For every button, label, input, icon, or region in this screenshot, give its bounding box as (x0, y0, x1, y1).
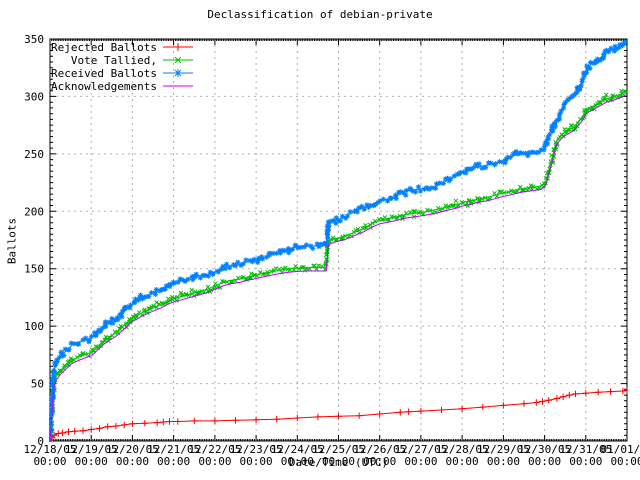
y-tick-label: 350 (24, 33, 44, 46)
x-axis-label: Date/Time (UTC) (288, 456, 389, 469)
x-tick-date: 12/23/05 (230, 443, 283, 456)
x-tick-time: 00:00 (528, 455, 561, 468)
x-tick-time: 00:00 (487, 455, 520, 468)
x-tick-date: 12/19/05 (65, 443, 118, 456)
x-tick-date: 12/25/05 (312, 443, 365, 456)
series-markers-received-ballots (49, 39, 628, 442)
x-tick-date: 12/21/05 (147, 443, 200, 456)
y-axis-label: Ballots (5, 217, 19, 265)
y-tick-label: 0 (37, 435, 44, 448)
x-tick-time: 00:00 (75, 455, 108, 468)
x-tick-date: 12/22/05 (188, 443, 241, 456)
grid-lines (50, 39, 627, 441)
x-tick-date: 12/26/05 (353, 443, 406, 456)
series-markers-vote-tallied (49, 88, 628, 442)
chart-title: Declassification of debian-private (207, 8, 433, 21)
y-tick-label: 250 (24, 148, 44, 161)
y-tick-labels: 0 50 100 150 200 250 300 350 (24, 33, 44, 448)
y-tick-label: 150 (24, 263, 44, 276)
x-tick-labels: 12/18/0500:0012/19/0500:0012/20/0500:001… (24, 443, 640, 468)
x-tick-date: 12/28/05 (436, 443, 489, 456)
y-tick-label: 300 (24, 90, 44, 103)
y-tick-label: 50 (31, 378, 44, 391)
x-tick-time: 00:00 (404, 455, 437, 468)
legend-label: Rejected Ballots (51, 41, 157, 54)
x-tick-date: 12/30/05 (518, 443, 571, 456)
legend-label: Acknowledgements (51, 80, 157, 93)
x-tick-time: 00:00 (157, 455, 190, 468)
legend-sample-marker (174, 69, 182, 77)
x-tick-time: 00:00 (610, 455, 640, 468)
x-tick-time: 00:00 (198, 455, 231, 468)
x-tick-time: 00:00 (363, 455, 396, 468)
x-tick-time: 00:00 (446, 455, 479, 468)
series-group (49, 39, 628, 442)
x-tick-time: 00:00 (569, 455, 602, 468)
x-tick-time: 00:00 (281, 455, 314, 468)
legend-sample-marker (174, 43, 182, 51)
x-tick-date: 12/29/05 (477, 443, 530, 456)
x-tick-date: 12/24/05 (271, 443, 324, 456)
x-tick-date: 12/20/05 (106, 443, 159, 456)
x-tick-date: 01/01/06 (601, 443, 640, 456)
x-tick-time: 00:00 (240, 455, 273, 468)
x-tick-time: 00:00 (116, 455, 149, 468)
legend-label: Received Ballots (51, 67, 157, 80)
legend-sample-marker (174, 56, 182, 64)
y-tick-label: 200 (24, 205, 44, 218)
x-tick-date: 12/31/05 (559, 443, 612, 456)
x-tick-time: 00:00 (322, 455, 355, 468)
x-tick-time: 00:00 (33, 455, 66, 468)
major-ticks (50, 39, 627, 441)
series-line-acknowledgements (49, 93, 628, 442)
y-tick-label: 100 (24, 320, 44, 333)
x-tick-date: 12/18/05 (24, 443, 77, 456)
legend-label: Vote Tallied, (71, 54, 157, 67)
x-tick-date: 12/27/05 (394, 443, 447, 456)
